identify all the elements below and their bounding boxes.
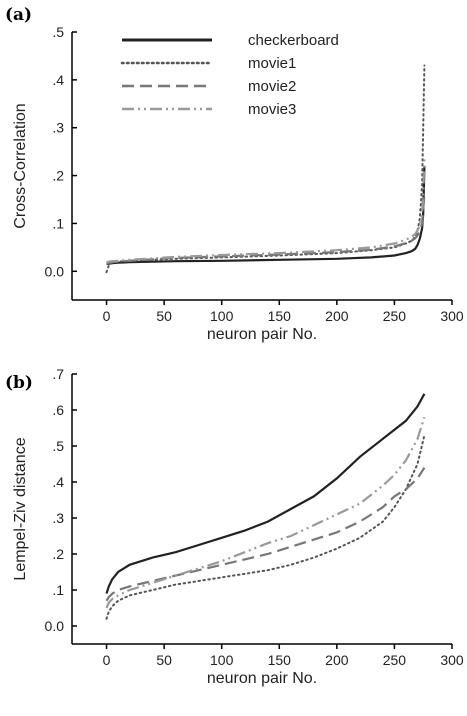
y-tick-label: .7 — [52, 366, 64, 382]
y-tick-label: .4 — [52, 474, 64, 490]
legend-label: movie2 — [248, 78, 296, 95]
lempel-ziv-chart: (b) 0.0 .1 .2 .3 .4 .5 .6 .7 0 50 100 150 200 250 300 ne… — [5, 366, 464, 687]
x-tick-label: 250 — [383, 652, 407, 668]
x-tick-label: 250 — [383, 308, 407, 324]
y-tick-label: 0.0 — [45, 263, 65, 279]
x-tick-label: 0 — [103, 308, 111, 324]
x-tick-label: 100 — [210, 652, 234, 668]
x-tick-label: 200 — [325, 308, 349, 324]
series-line-checkerboard — [105, 393, 426, 594]
series-line-movie3 — [106, 156, 426, 264]
x-tick-label: 200 — [325, 652, 349, 668]
y-axis-label: Lempel-Ziv distance — [12, 437, 29, 580]
series-line-movie3 — [105, 416, 426, 609]
series-line-checkerboard — [106, 165, 426, 266]
series-line-movie1 — [105, 434, 426, 620]
y-tick-label: .5 — [52, 24, 64, 40]
y-axis-label: Cross-Correlation — [12, 103, 29, 228]
panel-label: (a) — [5, 5, 32, 25]
x-tick-label: 0 — [103, 652, 111, 668]
x-axis-label: neuron pair No. — [207, 670, 317, 687]
x-tick-label: 300 — [440, 652, 464, 668]
y-tick-label: .2 — [52, 546, 64, 562]
y-tick-label: .3 — [52, 120, 64, 136]
x-tick-label: 150 — [268, 308, 292, 324]
x-tick-label: 50 — [156, 652, 172, 668]
cross-correlation-chart: (a) 0.0 .1 .2 .3 .4 .5 0 50 100 150 200 250 300 neuron… — [5, 5, 464, 343]
y-tick-label: .5 — [52, 438, 64, 454]
legend-label: checkerboard — [248, 32, 339, 49]
x-tick-label: 150 — [268, 652, 292, 668]
legend-label: movie1 — [248, 55, 296, 72]
panel-label: (b) — [5, 373, 33, 393]
x-axis-label: neuron pair No. — [207, 326, 317, 343]
y-tick-label: .3 — [52, 510, 64, 526]
x-tick-label: 100 — [210, 308, 234, 324]
y-tick-label: .1 — [52, 215, 64, 231]
y-tick-label: .2 — [52, 168, 64, 184]
series-line-movie2 — [106, 194, 426, 265]
y-tick-label: .4 — [52, 72, 64, 88]
legend-label: movie3 — [248, 101, 296, 118]
x-tick-label: 300 — [440, 308, 464, 324]
y-tick-label: .6 — [52, 402, 64, 418]
y-tick-label: 0.0 — [45, 618, 65, 634]
x-tick-label: 50 — [156, 308, 172, 324]
series-line-movie1 — [105, 64, 426, 274]
series-line-movie2 — [105, 467, 426, 602]
y-tick-label: .1 — [52, 582, 64, 598]
